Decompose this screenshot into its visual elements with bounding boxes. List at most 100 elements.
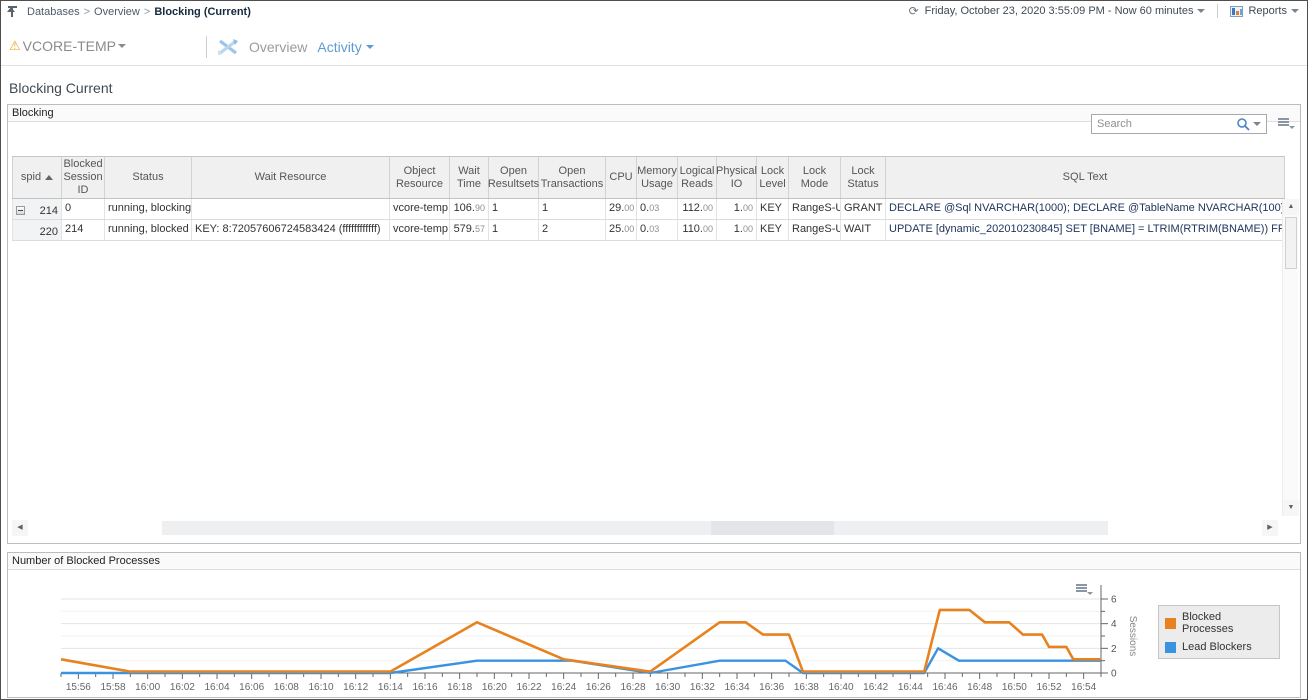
server-selector[interactable]: ⚠ VCORE-TEMP (9, 38, 126, 54)
blocked-processes-swatch (1165, 617, 1176, 629)
legend-item-blocked-processes[interactable]: Blocked Processes (1165, 611, 1273, 635)
svg-text:16:52: 16:52 (1036, 682, 1061, 693)
svg-text:0: 0 (1111, 669, 1117, 680)
scroll-left-button[interactable]: ◀ (12, 520, 28, 536)
blocked-processes-panel: Number of Blocked Processes 15:56 15:58 16… (7, 552, 1301, 698)
scroll-up-button[interactable]: ▲ (1283, 199, 1299, 215)
svg-text:16:06: 16:06 (239, 682, 264, 693)
column-header-wait_resource[interactable]: Wait Resource (192, 157, 390, 198)
time-and-reports-bar: ⟳ Friday, October 23, 2020 3:55:09 PM - … (909, 4, 1299, 18)
cell-cpu: 25.00 (606, 220, 637, 240)
cell-open_transactions: 1 (539, 199, 606, 219)
column-header-physical_io[interactable]: Physical IO (716, 157, 757, 198)
scroll-right-button[interactable]: ▶ (1262, 520, 1278, 536)
cell-open_transactions: 2 (539, 220, 606, 240)
column-header-cpu[interactable]: CPU (606, 157, 637, 198)
column-header-object_resource[interactable]: Object Resource (390, 157, 450, 198)
chart-panel-title: Number of Blocked Processes (8, 553, 1300, 570)
tab-overview[interactable]: Overview (249, 39, 308, 55)
breadcrumb-databases[interactable]: Databases (27, 5, 80, 18)
column-header-logical_reads[interactable]: Logical Reads (678, 157, 717, 198)
cell-memory_usage: 0.03 (637, 220, 678, 240)
svg-text:2: 2 (1111, 644, 1117, 655)
scroll-down-button[interactable]: ▼ (1283, 500, 1299, 516)
divider (1217, 4, 1219, 18)
svg-text:16:10: 16:10 (308, 682, 333, 693)
svg-text:16:24: 16:24 (551, 682, 576, 693)
table-row[interactable]: 220 214 running, blocked KEY: 8:72057606724… (12, 220, 1285, 241)
svg-text:Sessions: Sessions (1127, 616, 1138, 657)
cell-physical_io: 1.00 (717, 220, 757, 240)
cell-wait_time: 106.90 (450, 199, 489, 219)
cell-spid: 214 (12, 199, 62, 219)
column-header-wait_time[interactable]: Wait Time (450, 157, 489, 198)
search-input[interactable] (1091, 114, 1267, 134)
tab-activity[interactable]: Activity (317, 39, 374, 55)
column-header-lock_status[interactable]: Lock Status (841, 157, 886, 198)
horizontal-scroll-thumb[interactable] (162, 521, 1108, 535)
chevron-down-icon (118, 44, 126, 48)
chevron-down-icon (1253, 121, 1261, 126)
chart-options-menu-icon[interactable] (1076, 583, 1093, 597)
cell-object_resource: vcore-temp (390, 220, 450, 240)
breadcrumb-overview[interactable]: Overview (94, 5, 140, 18)
activity-flow-icon (218, 39, 238, 55)
reports-button[interactable]: Reports (1230, 5, 1299, 17)
grid-vertical-scrollbar[interactable]: ▲ ▼ (1282, 199, 1299, 516)
svg-text:16:34: 16:34 (724, 682, 749, 693)
breadcrumb-current-page: Blocking (Current) (154, 5, 251, 18)
column-header-sql_text[interactable]: SQL Text (886, 157, 1285, 198)
cell-lock_mode: RangeS-U (789, 220, 841, 240)
chart-legend: Blocked Processes Lead Blockers (1158, 605, 1280, 659)
svg-text:16:16: 16:16 (412, 682, 437, 693)
cell-status: running, blocking (105, 199, 192, 219)
cell-sql_text: DECLARE @Sql NVARCHAR(1000); DECLARE @Ta… (886, 199, 1285, 219)
table-row[interactable]: 214 0 running, blocking vcore-temp 106.90 1 1 2… (12, 199, 1285, 220)
search-button[interactable] (1236, 116, 1264, 131)
view-switch: Overview Activity (206, 36, 374, 58)
server-name: VCORE-TEMP (22, 38, 116, 54)
collapse-row-icon[interactable] (16, 206, 25, 215)
svg-text:16:44: 16:44 (898, 682, 923, 693)
search-icon (1237, 117, 1250, 131)
column-header-memory_usage[interactable]: Memory Usage (637, 157, 678, 198)
svg-text:16:08: 16:08 (274, 682, 299, 693)
column-header-lock_level[interactable]: Lock Level (757, 157, 789, 198)
svg-text:16:42: 16:42 (863, 682, 888, 693)
time-range-selector[interactable]: Friday, October 23, 2020 3:55:09 PM - No… (925, 5, 1206, 17)
search-box (1091, 114, 1267, 134)
reports-icon (1230, 5, 1244, 17)
legend-item-lead-blockers[interactable]: Lead Blockers (1165, 641, 1273, 653)
grid-body: 214 0 running, blocking vcore-temp 106.90 1 1 2… (12, 199, 1285, 241)
grid-options-menu-icon[interactable] (1278, 117, 1295, 131)
svg-text:16:14: 16:14 (378, 682, 403, 693)
cell-cpu: 29.00 (606, 199, 637, 219)
chevron-down-icon (365, 45, 374, 49)
vertical-scroll-thumb[interactable] (1285, 217, 1297, 269)
up-level-icon[interactable] (7, 5, 21, 18)
chevron-down-icon (1291, 9, 1299, 13)
column-header-spid[interactable]: spid (12, 157, 62, 198)
svg-text:16:18: 16:18 (447, 682, 472, 693)
svg-text:16:40: 16:40 (828, 682, 853, 693)
column-header-lock_mode[interactable]: Lock Mode (789, 157, 841, 198)
svg-text:16:46: 16:46 (932, 682, 957, 693)
warning-triangle-icon: ⚠ (9, 38, 21, 53)
cell-physical_io: 1.00 (717, 199, 757, 219)
column-header-blocked_session_id[interactable]: Blocked Session ID (62, 157, 105, 198)
column-header-status[interactable]: Status (105, 157, 192, 198)
svg-text:4: 4 (1111, 619, 1117, 630)
cell-wait_resource (192, 199, 390, 219)
breadcrumb-separator: > (143, 5, 151, 18)
svg-text:16:04: 16:04 (204, 682, 229, 693)
column-header-open_resultsets[interactable]: Open Resultsets (488, 157, 539, 198)
column-header-open_transactions[interactable]: Open Transactions (539, 157, 606, 198)
page-title: Blocking Current (9, 80, 113, 96)
blocked-processes-chart: 15:56 15:58 16:00 16:02 16:04 16:06 16:08 16:10… (60, 585, 1138, 693)
svg-text:16:48: 16:48 (967, 682, 992, 693)
sort-ascending-icon (45, 175, 54, 180)
cell-memory_usage: 0.03 (637, 199, 678, 219)
blocking-grid: spid Blocked Session ID Status Wait Resourc… (12, 156, 1285, 241)
grid-horizontal-scrollbar[interactable]: ◀ ▶ (12, 520, 1278, 536)
